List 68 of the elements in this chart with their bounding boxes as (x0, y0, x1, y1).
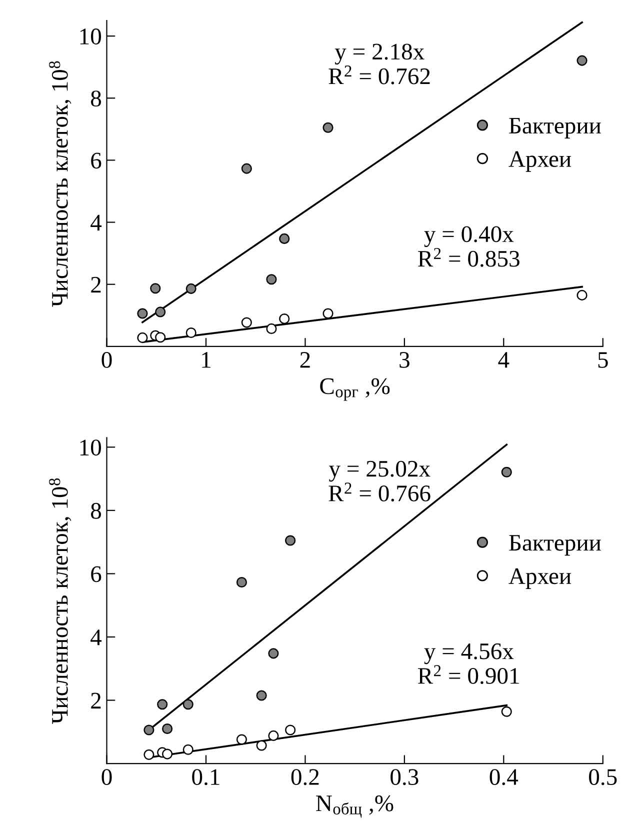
point (501, 466, 512, 478)
point (186, 327, 196, 338)
point (150, 283, 161, 294)
point (241, 163, 252, 174)
y-tick-label: 10 (80, 28, 101, 44)
y-tick-label: 2 (91, 276, 101, 293)
legend-label: Археи (508, 568, 572, 589)
x-tick-label: 5 (598, 352, 608, 368)
y-tick-label: 4 (90, 630, 102, 646)
x-tick-label: 3 (400, 352, 410, 368)
point (268, 648, 279, 659)
y-axis-title: Численность клеток, 10$^{8}$ (49, 478, 72, 724)
point (266, 274, 277, 285)
annotation: y = 0.40x R$^{2}$ = 0.853 (418, 226, 520, 267)
point (162, 748, 173, 760)
annotation: y = 2.18x R$^{2}$ = 0.762 (328, 44, 430, 84)
point (256, 740, 267, 751)
point (157, 699, 168, 710)
annotation: y = 4.56x R$^{2}$ = 0.901 (418, 643, 519, 684)
point (241, 317, 252, 328)
annotation: y = 25.02x R$^{2}$ = 0.766 (328, 460, 430, 502)
x-axis-title: C$_{орг}$ ,% (320, 378, 390, 401)
point (279, 233, 290, 244)
point (256, 690, 267, 701)
point (144, 724, 154, 736)
y-tick-label: 6 (91, 152, 102, 169)
x-tick-label: 4 (498, 352, 510, 368)
y-tick-label: 8 (90, 90, 101, 107)
point (144, 749, 154, 760)
point (236, 576, 247, 588)
y-tick-label: 10 (80, 440, 101, 456)
point (268, 730, 279, 741)
x-tick-label: 1 (202, 352, 210, 368)
legend-label: Археи (508, 151, 572, 172)
point (186, 283, 196, 294)
x-tick-label: 2 (300, 352, 310, 368)
point (279, 314, 290, 324)
x-tick-label: 0.1 (192, 769, 220, 786)
point (182, 744, 194, 755)
x-axis-title: N$_{общ}$ ,% (316, 795, 394, 818)
point (501, 706, 512, 717)
point (182, 699, 194, 710)
point (155, 306, 166, 318)
y-tick-label: 6 (91, 566, 102, 582)
point (285, 724, 296, 736)
x-tick-label: 0 (102, 769, 112, 786)
point (266, 323, 277, 334)
point (155, 332, 166, 343)
point (322, 308, 334, 319)
point (576, 290, 588, 300)
x-tick-label: 0.3 (390, 769, 418, 786)
x-tick-label: 0.4 (490, 769, 518, 786)
y-tick-label: 2 (91, 692, 101, 708)
y-axis-title: Численность клеток, 10$^{8}$ (49, 61, 72, 307)
point (236, 734, 247, 745)
legend-label: Бактерии (509, 118, 601, 138)
y-tick-label: 4 (90, 214, 102, 230)
point (137, 332, 148, 343)
legend-label: Бактерии (509, 535, 601, 556)
point (576, 55, 588, 66)
point (137, 308, 148, 319)
x-tick-label: 0 (102, 352, 112, 368)
x-tick-label: 0.5 (589, 769, 617, 786)
y-tick-label: 8 (90, 502, 101, 519)
point (285, 535, 296, 546)
point (162, 723, 173, 734)
x-tick-label: 0.2 (291, 769, 319, 786)
point (322, 122, 334, 133)
